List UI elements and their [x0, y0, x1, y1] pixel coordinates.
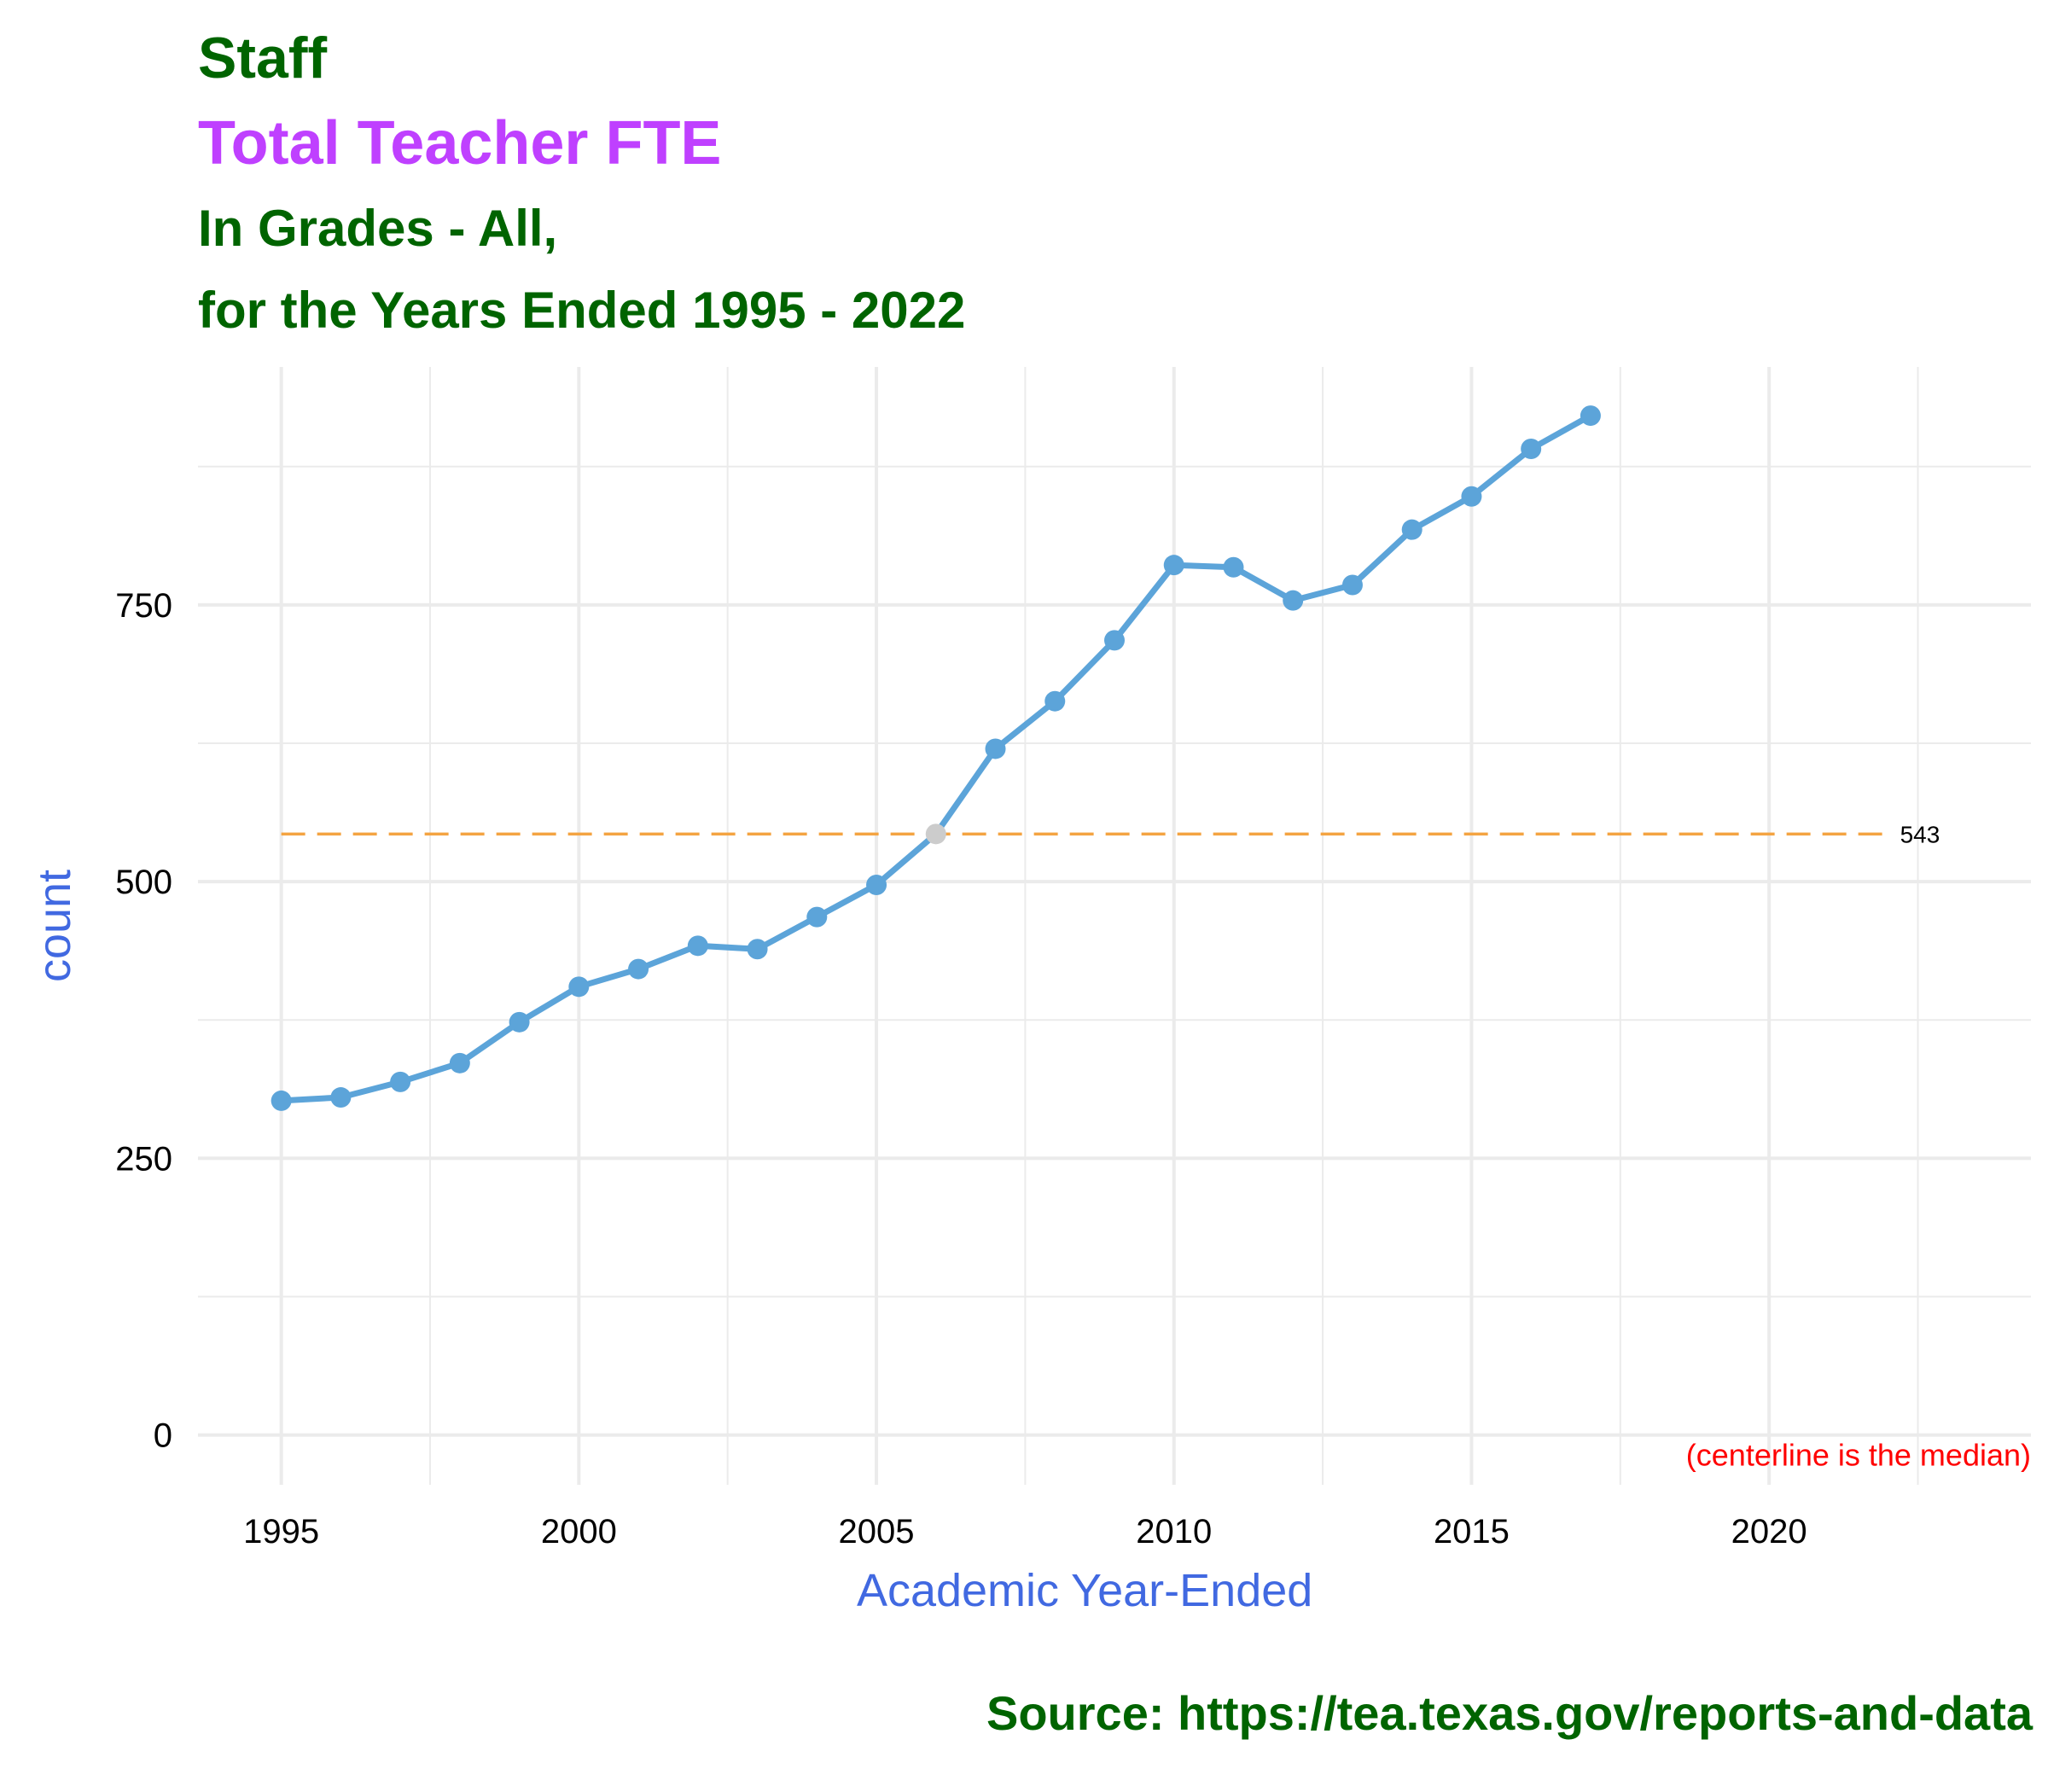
- axis-labels: 1995 2000 2005 2010 2015 2020 0 250 500 750: [115, 587, 1807, 1551]
- x-tick-label: 1995: [243, 1513, 319, 1551]
- y-tick-label: 500: [115, 864, 172, 901]
- data-point: [1461, 486, 1482, 507]
- centerline-value-label: 543: [1900, 821, 1940, 847]
- x-tick-label: 2015: [1434, 1513, 1510, 1551]
- x-tick-label: 2000: [541, 1513, 617, 1551]
- data-point: [1163, 555, 1184, 576]
- data-point: [866, 875, 887, 896]
- data-point: [1580, 405, 1601, 427]
- data-point: [1044, 690, 1066, 712]
- source-caption: Source: https://tea.texas.gov/reports-an…: [986, 1686, 2033, 1740]
- y-tick-label: 250: [115, 1140, 172, 1178]
- chart-subtitle-grades: In Grades - All,: [198, 200, 558, 257]
- chart-title: Staff: [198, 26, 328, 90]
- x-tick-label: 2020: [1731, 1513, 1807, 1551]
- data-point: [1521, 438, 1542, 459]
- data-point: [390, 1071, 411, 1092]
- data-point: [1341, 574, 1363, 596]
- data-point: [568, 976, 590, 998]
- data-point: [1223, 556, 1244, 578]
- data-point: [330, 1087, 352, 1108]
- y-tick-label: 0: [154, 1417, 172, 1455]
- series-line: [278, 412, 1594, 1104]
- data-point: [509, 1011, 530, 1033]
- series-layer: [271, 405, 1601, 1111]
- chart-subtitle-years: for the Years Ended 1995 - 2022: [198, 282, 966, 339]
- data-point: [806, 906, 828, 928]
- data-point: [1104, 630, 1125, 651]
- x-tick-label: 2010: [1136, 1513, 1212, 1551]
- data-point: [1283, 590, 1304, 611]
- data-point: [628, 958, 649, 980]
- data-point-highlight: [925, 823, 946, 845]
- data-point: [747, 939, 768, 960]
- data-point: [687, 935, 708, 957]
- x-axis-title: Academic Year-Ended: [857, 1565, 1312, 1616]
- centerline-note: (centerline is the median): [1686, 1438, 2031, 1473]
- y-axis-title: count: [29, 870, 80, 982]
- title-block: Staff Total Teacher FTE In Grades - All,…: [198, 17, 965, 352]
- data-point: [1401, 519, 1423, 540]
- data-point: [985, 738, 1006, 759]
- y-tick-label: 750: [115, 587, 172, 625]
- data-point: [271, 1090, 292, 1111]
- grid-minor: [198, 367, 2031, 1485]
- grid-major: [198, 367, 2031, 1485]
- x-tick-label: 2005: [839, 1513, 915, 1551]
- chart-main-title: Total Teacher FTE: [198, 109, 722, 177]
- data-point: [449, 1052, 470, 1073]
